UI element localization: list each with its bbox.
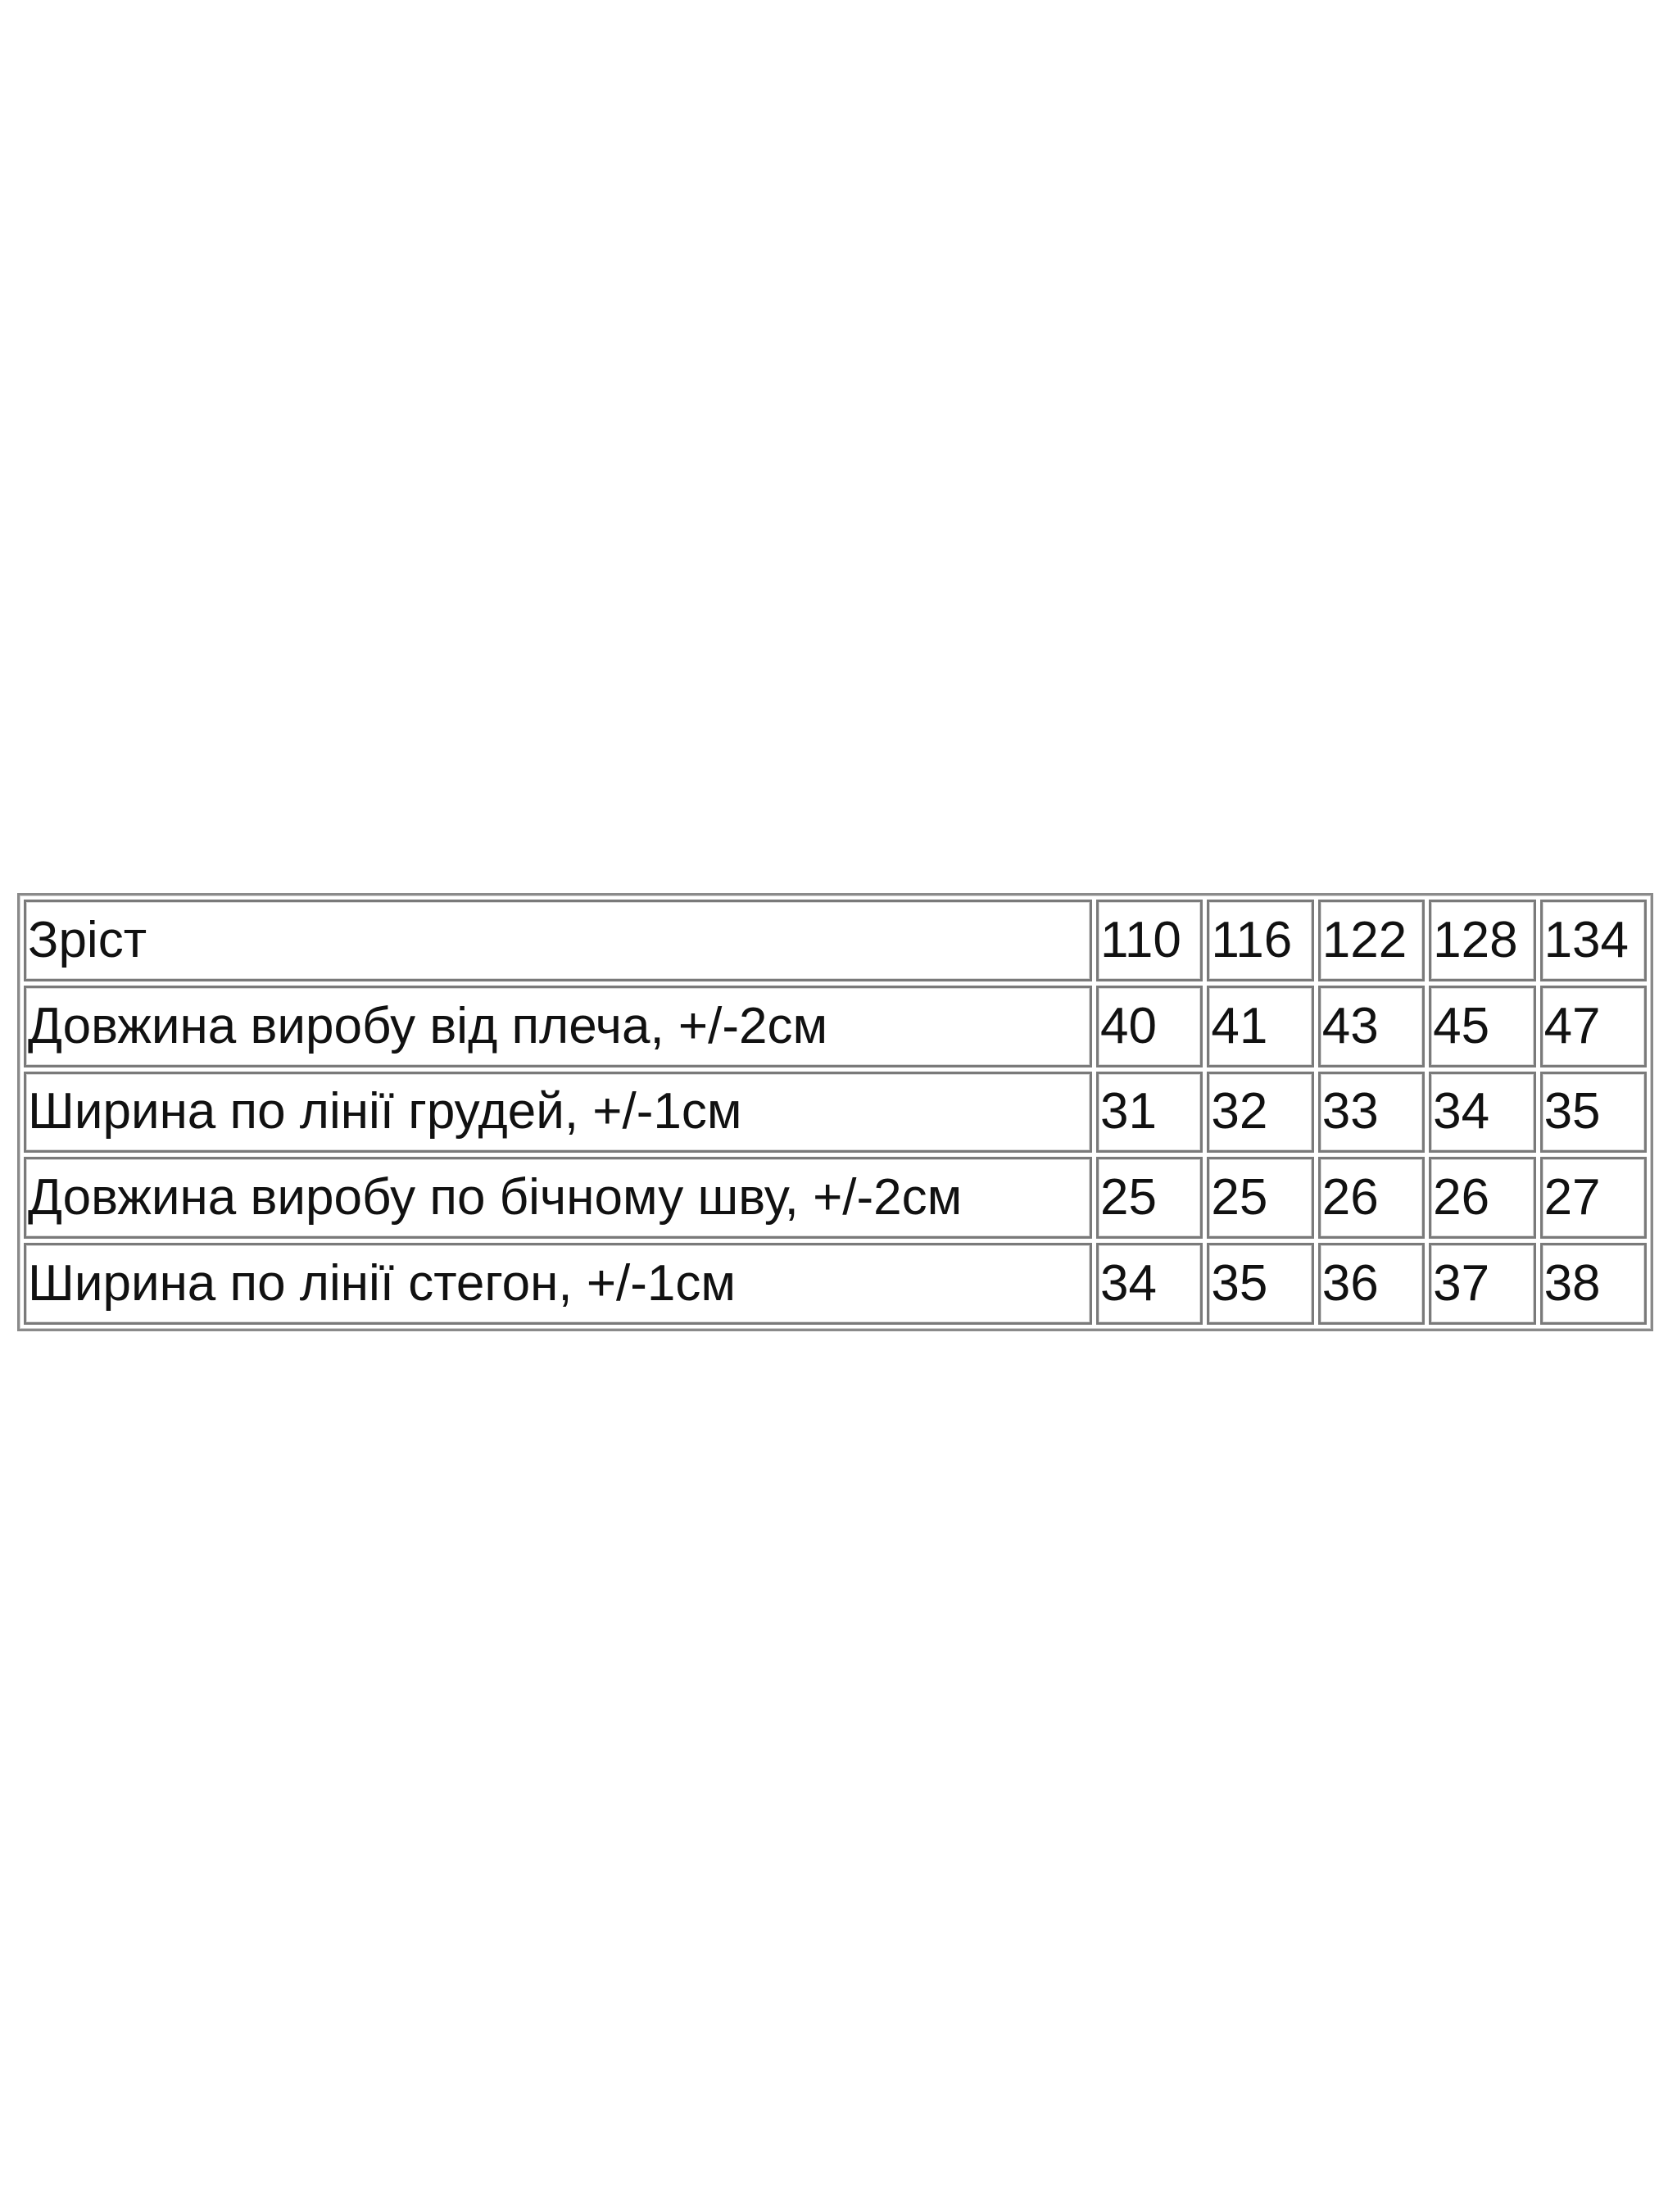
size-value: 35 bbox=[1207, 1243, 1314, 1325]
row-label: Довжина виробу по бічному шву, +/-2см bbox=[24, 1157, 1092, 1240]
size-value: 38 bbox=[1539, 1243, 1647, 1325]
size-value: 47 bbox=[1539, 985, 1647, 1067]
table-row: Ширина по лінії стегон, +/-1см 34 35 36 37 38 bbox=[24, 1243, 1647, 1325]
row-label: Ширина по лінії грудей, +/-1см bbox=[24, 1071, 1092, 1154]
row-label: Ширина по лінії стегон, +/-1см bbox=[24, 1243, 1092, 1325]
row-label: Довжина виробу від плеча, +/-2см bbox=[24, 985, 1092, 1067]
size-value: 40 bbox=[1096, 985, 1203, 1067]
table-row: Ширина по лінії грудей, +/-1см 31 32 33 34 35 bbox=[24, 1071, 1647, 1154]
size-value: 32 bbox=[1207, 1071, 1314, 1154]
size-value: 43 bbox=[1317, 985, 1426, 1067]
size-table: Зріст 110 116 122 128 134 Довжина виробу від п… bbox=[17, 893, 1653, 1331]
size-value: 134 bbox=[1539, 900, 1647, 981]
size-value: 36 bbox=[1317, 1243, 1426, 1325]
size-value: 25 bbox=[1096, 1157, 1203, 1240]
size-value: 37 bbox=[1429, 1243, 1536, 1325]
size-value: 34 bbox=[1429, 1071, 1536, 1154]
size-value: 27 bbox=[1539, 1157, 1647, 1240]
size-value: 26 bbox=[1429, 1157, 1536, 1240]
size-value: 116 bbox=[1207, 900, 1314, 981]
size-value: 122 bbox=[1317, 900, 1426, 981]
size-value: 45 bbox=[1429, 985, 1536, 1067]
size-value: 26 bbox=[1317, 1157, 1426, 1240]
size-value: 35 bbox=[1539, 1071, 1647, 1154]
size-value: 34 bbox=[1096, 1243, 1203, 1325]
table-row: Зріст 110 116 122 128 134 bbox=[24, 900, 1647, 981]
size-value: 128 bbox=[1429, 900, 1536, 981]
size-value: 110 bbox=[1096, 900, 1203, 981]
table-row: Довжина виробу від плеча, +/-2см 40 41 43 45… bbox=[24, 985, 1647, 1067]
row-label: Зріст bbox=[24, 900, 1092, 981]
table-row: Довжина виробу по бічному шву, +/-2см 25 2… bbox=[24, 1157, 1647, 1240]
size-value: 25 bbox=[1207, 1157, 1314, 1240]
size-value: 41 bbox=[1207, 985, 1314, 1067]
size-value: 33 bbox=[1317, 1071, 1426, 1154]
size-value: 31 bbox=[1096, 1071, 1203, 1154]
